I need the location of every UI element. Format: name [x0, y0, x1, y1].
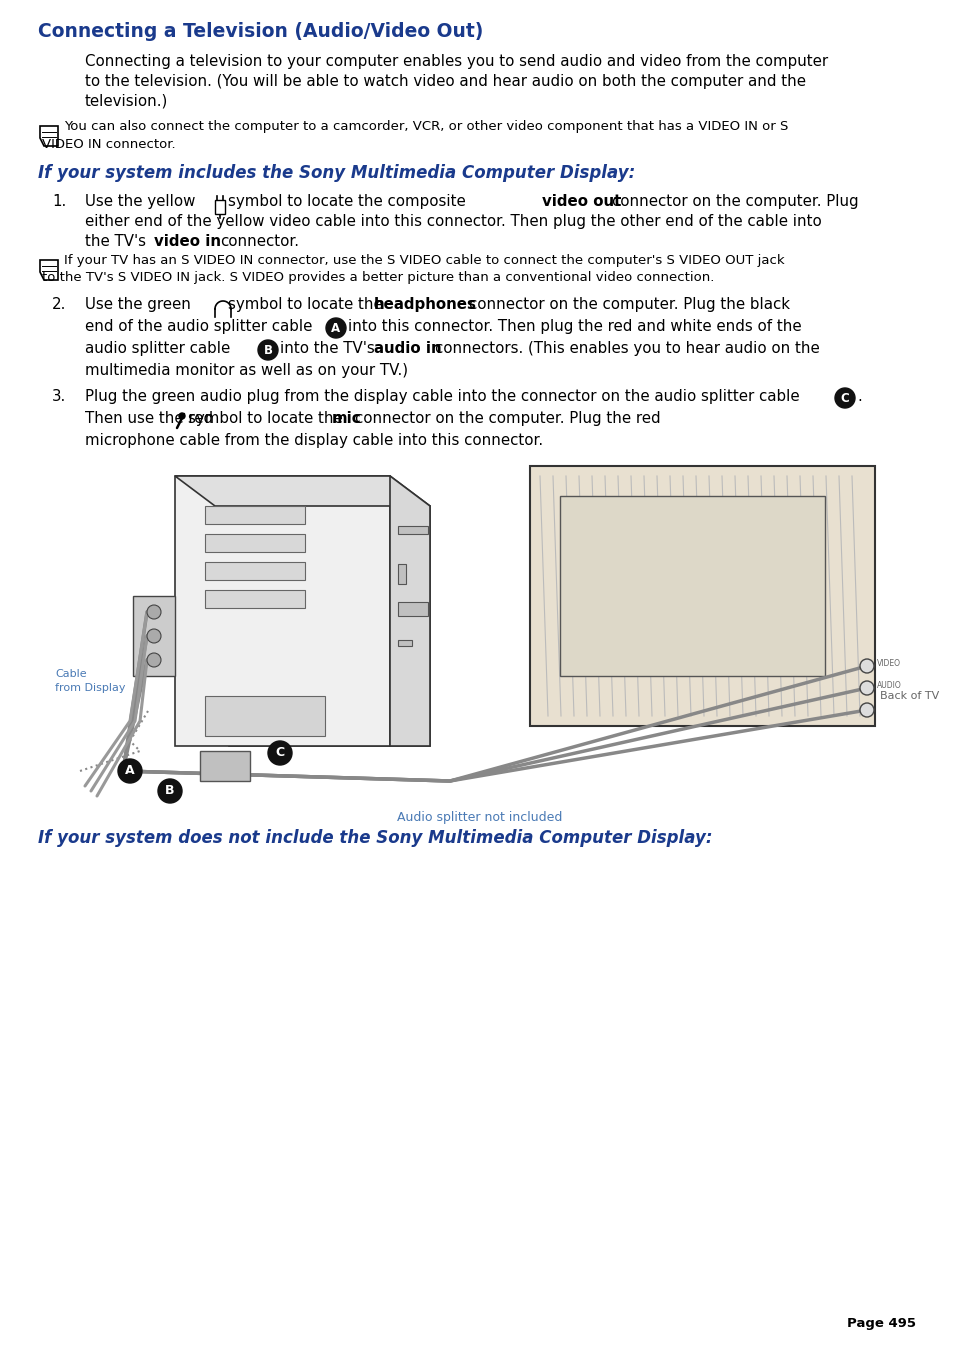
Text: into the TV's: into the TV's: [280, 340, 375, 357]
Bar: [397, 603, 428, 616]
Bar: [60, 461, 919, 801]
Text: If your TV has an S VIDEO IN connector, use the S VIDEO cable to connect the com: If your TV has an S VIDEO IN connector, …: [64, 254, 783, 267]
Bar: [397, 563, 406, 584]
Circle shape: [147, 653, 161, 667]
Text: Use the green: Use the green: [85, 297, 191, 312]
Text: video in: video in: [153, 234, 221, 249]
Text: symbol to locate the: symbol to locate the: [228, 297, 382, 312]
Polygon shape: [214, 507, 430, 746]
Text: connector on the computer. Plug the red: connector on the computer. Plug the red: [355, 411, 659, 426]
Text: microphone cable from the display cable into this connector.: microphone cable from the display cable …: [85, 434, 542, 449]
Text: connector.: connector.: [220, 234, 298, 249]
Circle shape: [268, 740, 292, 765]
Bar: [132, 596, 174, 676]
Text: VIDEO: VIDEO: [876, 659, 900, 669]
Bar: [205, 562, 305, 580]
Bar: [397, 640, 412, 646]
Text: audio in: audio in: [374, 340, 441, 357]
Text: mic: mic: [332, 411, 361, 426]
Bar: [397, 526, 428, 534]
Text: 2.: 2.: [52, 297, 67, 312]
Circle shape: [158, 780, 182, 802]
Bar: [530, 466, 874, 725]
Text: symbol to locate the: symbol to locate the: [188, 411, 342, 426]
Text: VIDEO IN connector.: VIDEO IN connector.: [42, 138, 175, 151]
Text: Back of TV: Back of TV: [879, 690, 939, 701]
Text: audio splitter cable: audio splitter cable: [85, 340, 230, 357]
Text: B: B: [263, 343, 273, 357]
Polygon shape: [174, 476, 390, 746]
Text: symbol to locate the composite: symbol to locate the composite: [228, 195, 465, 209]
Text: video out: video out: [541, 195, 620, 209]
Text: connector on the computer. Plug: connector on the computer. Plug: [612, 195, 858, 209]
Text: A: A: [331, 322, 340, 335]
Text: If your system includes the Sony Multimedia Computer Display:: If your system includes the Sony Multime…: [38, 163, 635, 182]
Text: Connecting a television to your computer enables you to send audio and video fro: Connecting a television to your computer…: [85, 54, 827, 69]
Bar: [559, 496, 824, 676]
Text: C: C: [275, 747, 284, 759]
Text: .: .: [856, 389, 861, 404]
Text: into this connector. Then plug the red and white ends of the: into this connector. Then plug the red a…: [348, 319, 801, 334]
Text: Connecting a Television (Audio/Video Out): Connecting a Television (Audio/Video Out…: [38, 22, 483, 41]
Text: C: C: [840, 392, 848, 404]
Polygon shape: [174, 476, 430, 507]
Text: 1.: 1.: [52, 195, 66, 209]
Circle shape: [859, 703, 873, 717]
Circle shape: [859, 681, 873, 694]
Bar: [205, 507, 305, 524]
Text: You can also connect the computer to a camcorder, VCR, or other video component : You can also connect the computer to a c…: [64, 120, 787, 132]
Bar: [214, 200, 225, 213]
Bar: [200, 751, 250, 781]
Circle shape: [859, 659, 873, 673]
Bar: [205, 696, 325, 736]
Circle shape: [326, 317, 346, 338]
Circle shape: [147, 630, 161, 643]
Text: multimedia monitor as well as on your TV.): multimedia monitor as well as on your TV…: [85, 363, 408, 378]
Bar: [205, 534, 305, 553]
Text: Cable
from Display: Cable from Display: [55, 669, 126, 693]
Circle shape: [834, 388, 854, 408]
Circle shape: [257, 340, 277, 359]
Text: Then use the red: Then use the red: [85, 411, 213, 426]
Text: headphones: headphones: [374, 297, 476, 312]
Text: AUDIO: AUDIO: [876, 681, 901, 690]
Bar: [205, 590, 305, 608]
Text: 3.: 3.: [52, 389, 66, 404]
Text: to the television. (You will be able to watch video and hear audio on both the c: to the television. (You will be able to …: [85, 74, 805, 89]
Text: connectors. (This enables you to hear audio on the: connectors. (This enables you to hear au…: [435, 340, 819, 357]
Text: connector on the computer. Plug the black: connector on the computer. Plug the blac…: [469, 297, 789, 312]
Text: television.): television.): [85, 95, 168, 109]
Text: If your system does not include the Sony Multimedia Computer Display:: If your system does not include the Sony…: [38, 830, 712, 847]
Text: either end of the yellow video cable into this connector. Then plug the other en: either end of the yellow video cable int…: [85, 213, 821, 230]
Circle shape: [179, 413, 185, 419]
Circle shape: [147, 605, 161, 619]
Circle shape: [118, 759, 142, 784]
Text: Use the yellow: Use the yellow: [85, 195, 195, 209]
Text: the TV's: the TV's: [85, 234, 146, 249]
Text: A: A: [125, 765, 134, 777]
Text: B: B: [165, 785, 174, 797]
Text: end of the audio splitter cable: end of the audio splitter cable: [85, 319, 312, 334]
Text: Plug the green audio plug from the display cable into the connector on the audio: Plug the green audio plug from the displ…: [85, 389, 799, 404]
Polygon shape: [390, 476, 430, 746]
Text: Audio splitter not included: Audio splitter not included: [396, 811, 562, 824]
Text: to the TV's S VIDEO IN jack. S VIDEO provides a better picture than a convention: to the TV's S VIDEO IN jack. S VIDEO pro…: [42, 272, 714, 284]
Text: Page 495: Page 495: [846, 1317, 915, 1329]
